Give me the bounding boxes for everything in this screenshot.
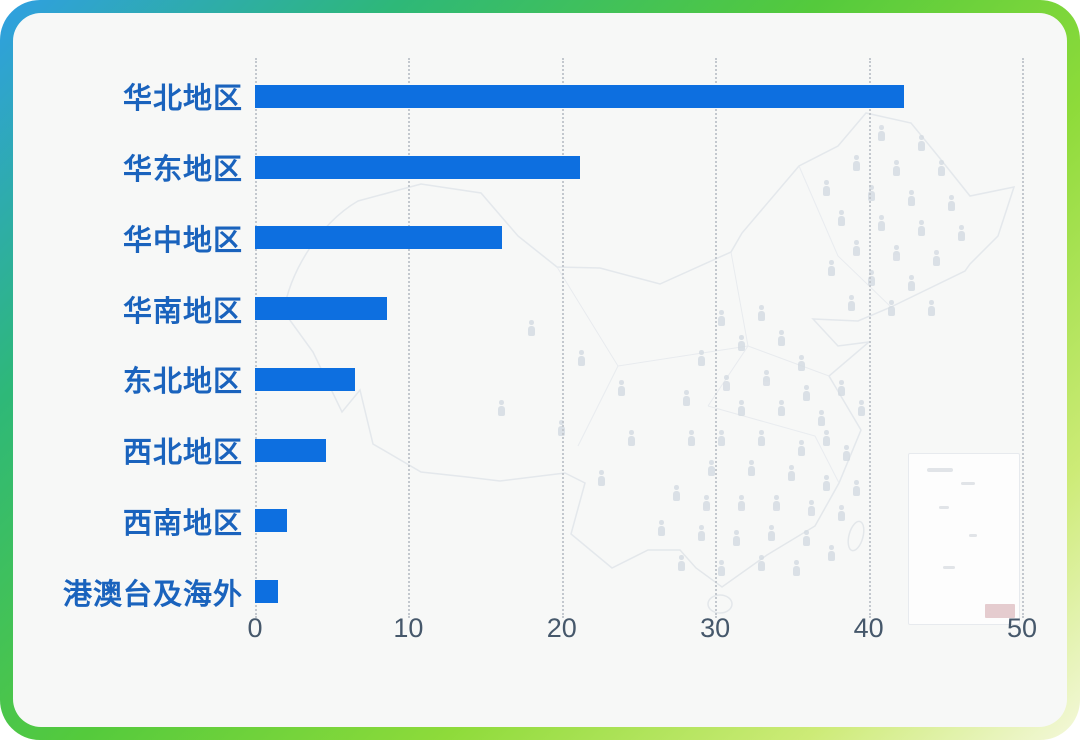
- label-row: 华南地区: [13, 273, 243, 344]
- label-row: 西北地区: [13, 415, 243, 486]
- bar: [255, 438, 326, 462]
- x-axis: 0 10 20 30 40 50: [247, 613, 1037, 655]
- chart-panel: 华北地区华东地区华中地区华南地区东北地区西北地区西南地区港澳台及海外 0 10 20…: [13, 13, 1067, 727]
- gridline: [1022, 58, 1024, 618]
- bar: [255, 509, 288, 533]
- plot-area: [255, 61, 1022, 627]
- category-label: 西南地区: [122, 507, 243, 540]
- category-labels: 华北地区华东地区华中地区华南地区东北地区西北地区西南地区港澳台及海外: [13, 61, 243, 627]
- label-row: 西南地区: [13, 486, 243, 557]
- label-row: 华中地区: [13, 203, 243, 274]
- label-row: 华北地区: [13, 61, 243, 132]
- bar: [255, 84, 904, 108]
- category-label: 西北地区: [122, 437, 243, 470]
- x-tick-label: 0: [247, 613, 263, 643]
- bar-row: [255, 132, 1022, 203]
- bar-row: [255, 486, 1022, 557]
- x-tick-label: 30: [700, 613, 731, 643]
- bar-row: [255, 415, 1022, 486]
- category-label: 华东地区: [122, 154, 243, 187]
- bar: [255, 155, 581, 179]
- label-row: 港澳台及海外: [13, 556, 243, 627]
- label-row: 东北地区: [13, 344, 243, 415]
- bar-row: [255, 61, 1022, 132]
- bar: [255, 367, 355, 391]
- category-label: 华南地区: [122, 295, 243, 328]
- bar-row: [255, 344, 1022, 415]
- category-label: 港澳台及海外: [62, 578, 243, 611]
- category-label: 东北地区: [122, 366, 243, 399]
- category-label: 华北地区: [122, 83, 243, 116]
- x-tick-label: 20: [546, 613, 577, 643]
- bar: [255, 226, 502, 250]
- bar-row: [255, 203, 1022, 274]
- label-row: 华东地区: [13, 132, 243, 203]
- bar-row: [255, 556, 1022, 627]
- x-tick-label: 10: [393, 613, 424, 643]
- x-tick-label: 50: [1006, 613, 1038, 643]
- bar: [255, 580, 278, 604]
- bar: [255, 297, 387, 321]
- category-label: 华中地区: [122, 224, 243, 257]
- bar-row: [255, 273, 1022, 344]
- x-tick-label: 40: [853, 613, 884, 643]
